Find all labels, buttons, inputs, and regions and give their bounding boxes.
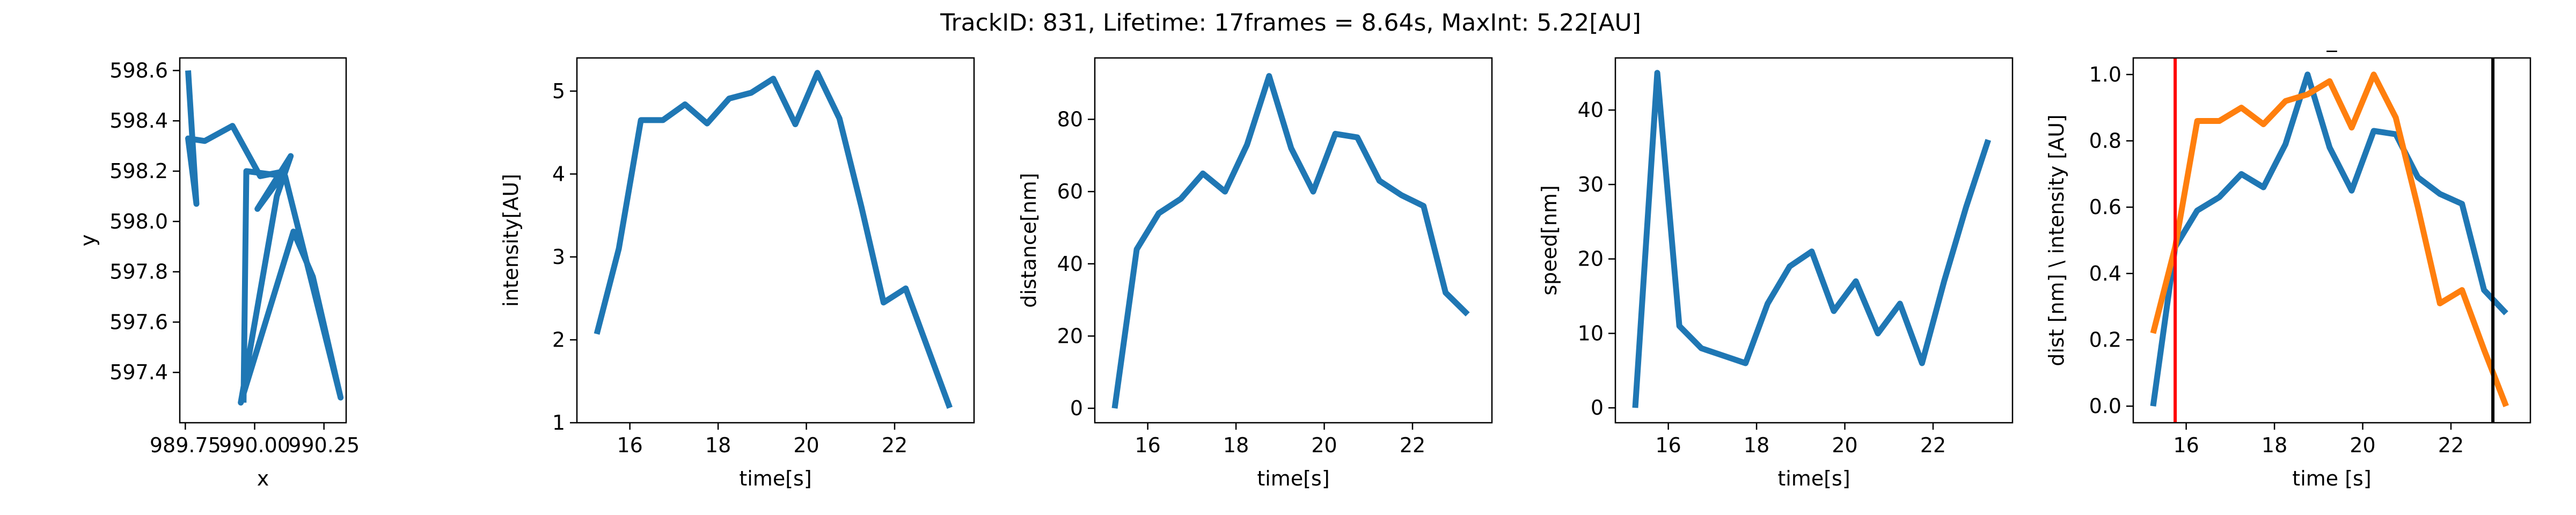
x-tick-label: 18: [1744, 433, 1769, 457]
x-tick-label: 20: [793, 433, 819, 457]
y-tick-label: 0.2: [2089, 328, 2121, 351]
series-line-1: [1111, 73, 1470, 409]
y-tick-label: 80: [1057, 107, 1083, 131]
x-axis-label: time[s]: [1257, 467, 1329, 490]
x-tick-label: 22: [1920, 433, 1946, 457]
series-line-1: [594, 70, 953, 409]
plot-area: [594, 70, 953, 409]
x-tick-label: 18: [705, 433, 731, 457]
y-tick-label: 4: [552, 162, 565, 186]
panel-5: 16 18 20 22 0.0 0.2 0.4 0.6 0.8 1.0 time [s] dist […: [2045, 28, 2531, 490]
y-tick-label: 598.6: [109, 58, 168, 82]
y-tick-label: 10: [1578, 321, 1604, 345]
x-tick-label: 990.25: [288, 433, 360, 457]
panel-4: 16 18 20 22 0 10 20 30 40 time[s] speed[nm]: [1538, 57, 2014, 490]
y-tick-label: 598.2: [109, 159, 168, 183]
x-axis-label: time[s]: [1777, 467, 1850, 490]
series-line-1: [1632, 70, 1992, 408]
y-axis-label: y: [76, 234, 100, 247]
y-tick-label: 0.6: [2089, 195, 2121, 219]
y-tick-label: 0: [1070, 396, 1083, 420]
figure-title: TrackID: 831, Lifetime: 17frames = 8.64s…: [940, 9, 1641, 36]
series-line-1: [2150, 71, 2508, 407]
series-line-2: [2150, 71, 2509, 408]
x-tick-label: 989.75: [150, 433, 221, 457]
y-tick-label: 5: [552, 79, 565, 103]
x-tick-label: 22: [1400, 433, 1425, 457]
panel-2: 16 18 20 22 1 2 3 4 5 time[s] intensity[AU]: [499, 57, 975, 490]
plot-area: [185, 70, 344, 406]
y-tick-label: 3: [552, 245, 565, 269]
y-tick-label: 597.6: [109, 310, 168, 334]
x-tick-label: 16: [1655, 433, 1681, 457]
x-tick-label: 16: [617, 433, 642, 457]
x-tick-label: 990.00: [219, 433, 290, 457]
x-tick-label: 20: [2350, 433, 2375, 457]
y-tick-label: 597.8: [109, 260, 168, 284]
y-tick-label: 598.0: [109, 210, 168, 233]
x-axis-label: x: [257, 467, 269, 490]
y-tick-label: 60: [1057, 180, 1083, 203]
y-tick-label: 30: [1578, 173, 1604, 196]
x-tick-label: 18: [2262, 433, 2287, 457]
plot-area: [1632, 70, 1992, 408]
x-tick-label: 22: [882, 433, 908, 457]
x-tick-label: 16: [2173, 433, 2199, 457]
y-tick-label: 20: [1578, 247, 1604, 271]
y-tick-label: 40: [1057, 252, 1083, 276]
axes-frame: [1614, 57, 2014, 424]
series-line-1: [185, 70, 344, 406]
x-tick-label: 20: [1311, 433, 1337, 457]
panel-title: _: [2326, 28, 2338, 52]
x-tick-label: 22: [2438, 433, 2464, 457]
axes-frame: [1094, 57, 1493, 424]
y-tick-label: 1.0: [2089, 63, 2121, 86]
y-tick-label: 2: [552, 328, 565, 351]
y-tick-label: 597.4: [109, 360, 168, 384]
plot-area: [2150, 58, 2509, 423]
y-tick-label: 1: [552, 411, 565, 435]
axes-frame: [2132, 57, 2531, 424]
y-tick-label: 0.4: [2089, 262, 2121, 285]
axes-frame: [576, 57, 975, 424]
x-tick-label: 16: [1135, 433, 1160, 457]
y-axis-label: intensity[AU]: [499, 174, 523, 307]
y-axis-label: dist [nm] \ intensity [AU]: [2045, 114, 2068, 366]
x-axis-label: time[s]: [739, 467, 811, 490]
y-tick-label: 0: [1591, 396, 1604, 420]
y-axis-label: distance[nm]: [1017, 173, 1041, 308]
x-tick-label: 20: [1832, 433, 1857, 457]
y-tick-label: 598.4: [109, 109, 168, 133]
x-axis-label: time [s]: [2292, 467, 2371, 490]
x-tick-label: 18: [1223, 433, 1249, 457]
y-tick-label: 20: [1057, 324, 1083, 348]
y-axis-label: speed[nm]: [1538, 185, 1561, 296]
axes-frame: [179, 57, 347, 424]
y-tick-label: 40: [1578, 98, 1604, 122]
plot-area: [1111, 73, 1470, 409]
y-tick-label: 0.8: [2089, 129, 2121, 153]
y-tick-label: 0.0: [2089, 394, 2121, 418]
panel-3: 16 18 20 22 0 20 40 60 80 time[s] distance[nm]: [1017, 57, 1493, 490]
